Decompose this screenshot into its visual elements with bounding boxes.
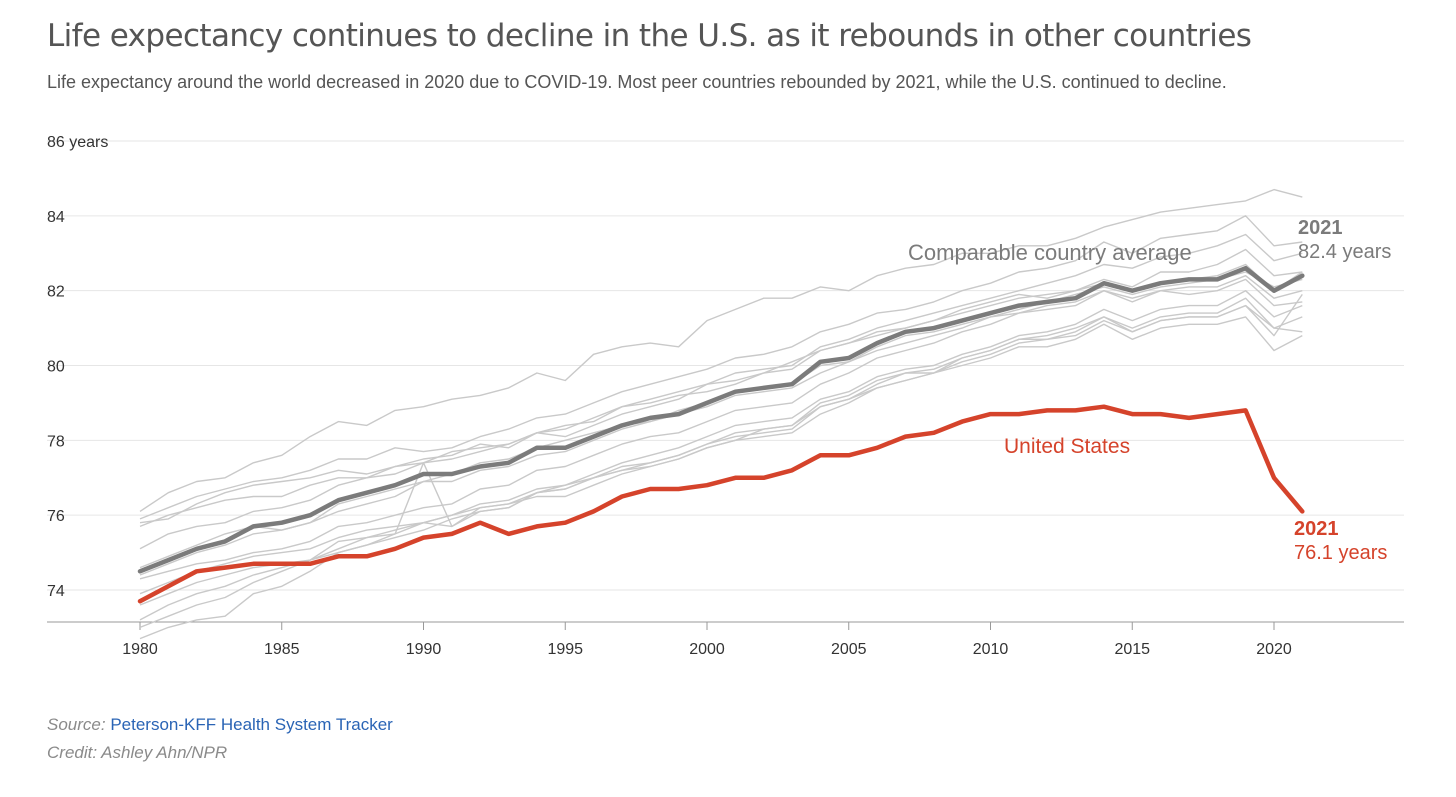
us-end-value: 76.1 years (1294, 542, 1387, 564)
peer-country-line (139, 294, 1303, 621)
average-end-value: 82.4 years (1298, 241, 1391, 263)
peer-country-line (139, 263, 1303, 550)
peer-country-line (139, 248, 1303, 528)
peer-country-lines (139, 188, 1303, 640)
x-tick-label: 2010 (973, 641, 1009, 658)
x-axis: 1980 1985 1990 1995 2000 2005 2010 2015 2020 (47, 621, 1404, 658)
x-tick-label: 1985 (264, 641, 300, 658)
peer-country-line (139, 215, 1303, 520)
x-tick-label: 2015 (1114, 641, 1150, 658)
us-line (137, 404, 1305, 604)
gridlines (47, 140, 1404, 591)
credit-line: Credit: Ashley Ahn/NPR (47, 743, 228, 762)
chart-title: Life expectancy continues to decline in … (47, 18, 1252, 54)
chart-subtitle: Life expectancy around the world decreas… (47, 72, 1227, 92)
source-label: Source: (47, 715, 106, 734)
y-tick-label: 82 (47, 284, 65, 301)
peer-country-line (139, 275, 1303, 576)
peer-country-line (139, 233, 1303, 524)
average-series-label: Comparable country average (908, 240, 1192, 265)
x-tick-label: 1995 (547, 641, 583, 658)
x-tick-label: 1990 (406, 641, 442, 658)
y-tick-label: 74 (47, 583, 65, 600)
x-tick-label: 2020 (1256, 641, 1292, 658)
source-line: Source: Peterson-KFF Health System Track… (47, 715, 393, 735)
peer-country-line (139, 271, 1303, 569)
y-tick-label: 78 (47, 433, 65, 450)
peer-country-line (139, 304, 1303, 640)
peer-country-line (139, 188, 1303, 512)
y-tick-label: 84 (47, 209, 65, 226)
us-series-label: United States (1004, 435, 1130, 458)
y-tick-label: 80 (47, 359, 65, 376)
main-series-lines (137, 265, 1305, 604)
average-end-year: 2021 (1298, 217, 1343, 239)
x-tick-label: 2005 (831, 641, 867, 658)
x-tick-label: 1980 (122, 641, 158, 658)
peer-country-line (139, 278, 1303, 580)
average-line (137, 265, 1305, 574)
us-end-year: 2021 (1294, 518, 1339, 540)
source-link[interactable]: Peterson-KFF Health System Tracker (110, 715, 393, 734)
x-tick-label: 2000 (689, 641, 725, 658)
line-chart: 74 76 78 80 82 84 86 years 1980 1985 1990 1995 200… (47, 134, 1404, 658)
y-tick-label: 76 (47, 508, 65, 525)
y-axis-ticks: 74 76 78 80 82 84 86 years (47, 134, 108, 600)
peer-country-line (139, 290, 1303, 595)
y-tick-label: 86 years (47, 134, 108, 151)
annotations: Comparable country average United States… (908, 217, 1391, 564)
